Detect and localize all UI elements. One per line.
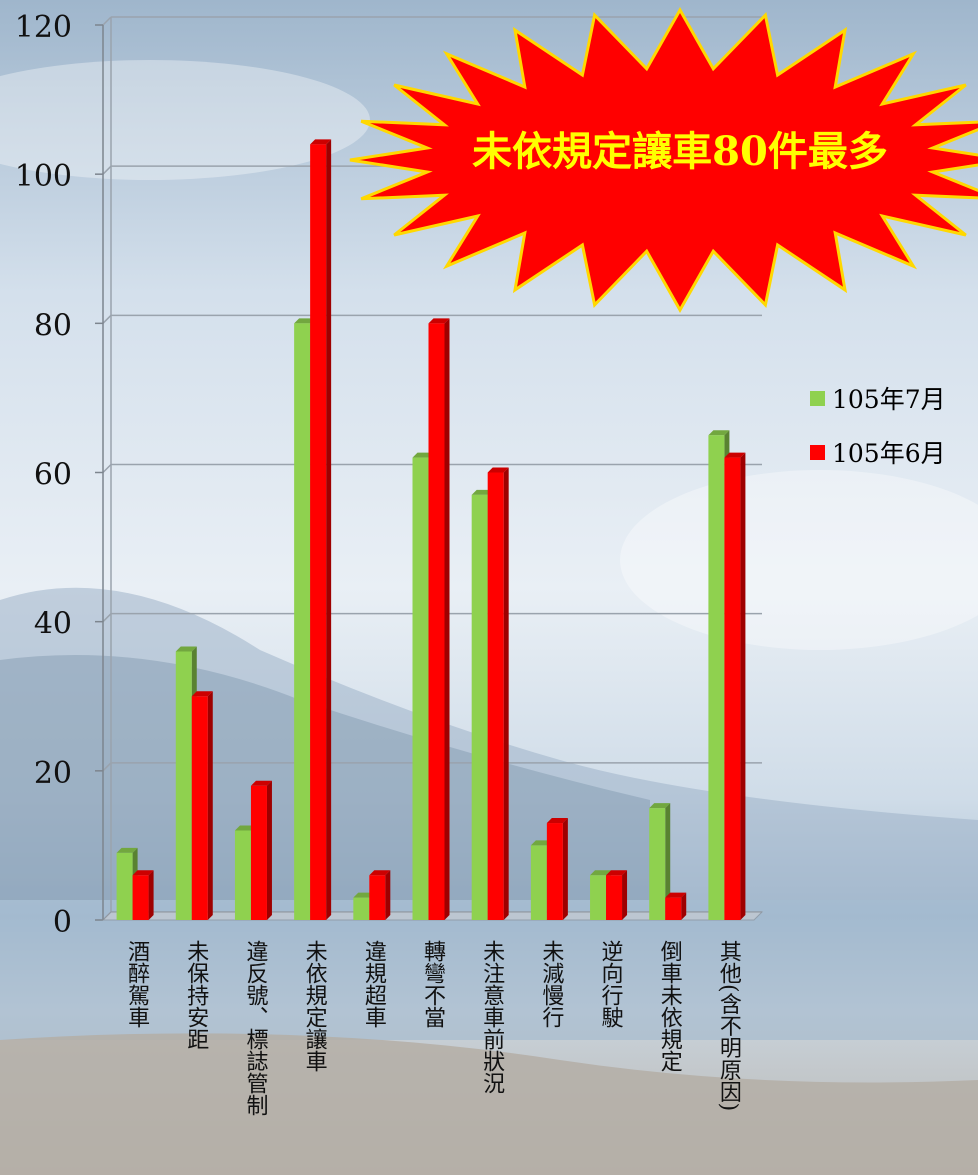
x-tick-label: 逆向行駛: [598, 940, 624, 1028]
gridline-diagonal: [102, 314, 112, 324]
gridline-diagonal: [102, 16, 112, 26]
y-tick-label: 40: [34, 607, 72, 642]
y-tick-label: 0: [53, 905, 72, 940]
starburst-annotation: 未依規定讓車80件最多: [349, 6, 978, 314]
x-tick-label: 未保持安距: [183, 940, 209, 1050]
bar-jun-10: [724, 452, 746, 920]
y-tick-label: 80: [34, 308, 72, 343]
gridline-diagonal: [102, 762, 112, 772]
legend: 105年7月 105年6月: [810, 378, 946, 486]
gridline-diagonal: [102, 613, 112, 623]
bar-jun-2: [250, 780, 272, 920]
bar-jun-5: [428, 318, 450, 920]
x-tick-label: 其他(含不明原因): [716, 940, 742, 1111]
gridline-diagonal: [102, 165, 112, 175]
x-tick-label: 未減慢行: [538, 940, 564, 1028]
legend-item-jun: 105年6月: [810, 432, 946, 472]
x-tick-label: 未注意車前狀況: [479, 940, 505, 1094]
bar-jun-6: [487, 467, 509, 920]
bar-jul-9: [649, 803, 671, 920]
bar-jun-7: [546, 818, 568, 920]
bar-jun-1: [191, 691, 213, 920]
x-tick-label: 違規超車: [361, 940, 387, 1028]
bars: [116, 139, 746, 921]
bar-jun-9: [665, 892, 687, 920]
annotation-text: 未依規定讓車80件最多: [472, 128, 888, 175]
x-tick-label: 轉彎不當: [420, 940, 446, 1028]
bar-jun-3: [310, 139, 332, 921]
y-tick-label: 20: [34, 756, 72, 791]
y-tick-label: 120: [15, 10, 72, 45]
bar-jun-8: [606, 870, 628, 920]
legend-item-jul: 105年7月: [810, 378, 946, 418]
legend-label-jul: 105年7月: [832, 385, 946, 414]
x-tick-label: 違反號、標誌管制: [242, 940, 268, 1116]
y-tick-label: 60: [34, 458, 72, 493]
x-tick-label: 酒醉駕車: [124, 940, 150, 1028]
starburst-shape: [349, 6, 978, 314]
y-tick-label: 100: [15, 159, 72, 194]
x-tick-labels: 酒醉駕車 未保持安距 違反號、標誌管制 未依規定讓車 違規超車 轉彎不當 未注意車前狀況 未減…: [124, 940, 742, 1116]
bar-jun-4: [369, 870, 391, 920]
legend-label-jun: 105年6月: [832, 439, 946, 468]
bar-jun-0: [132, 870, 154, 920]
x-tick-label: 倒車未依規定: [657, 940, 683, 1072]
x-tick-label: 未依規定讓車: [302, 940, 328, 1072]
legend-swatch-jun: [810, 444, 825, 460]
y-tick-labels: 0 20 40 60 80 100 120: [15, 10, 72, 940]
legend-swatch-jul: [810, 390, 825, 406]
gridline-diagonal: [102, 463, 112, 474]
